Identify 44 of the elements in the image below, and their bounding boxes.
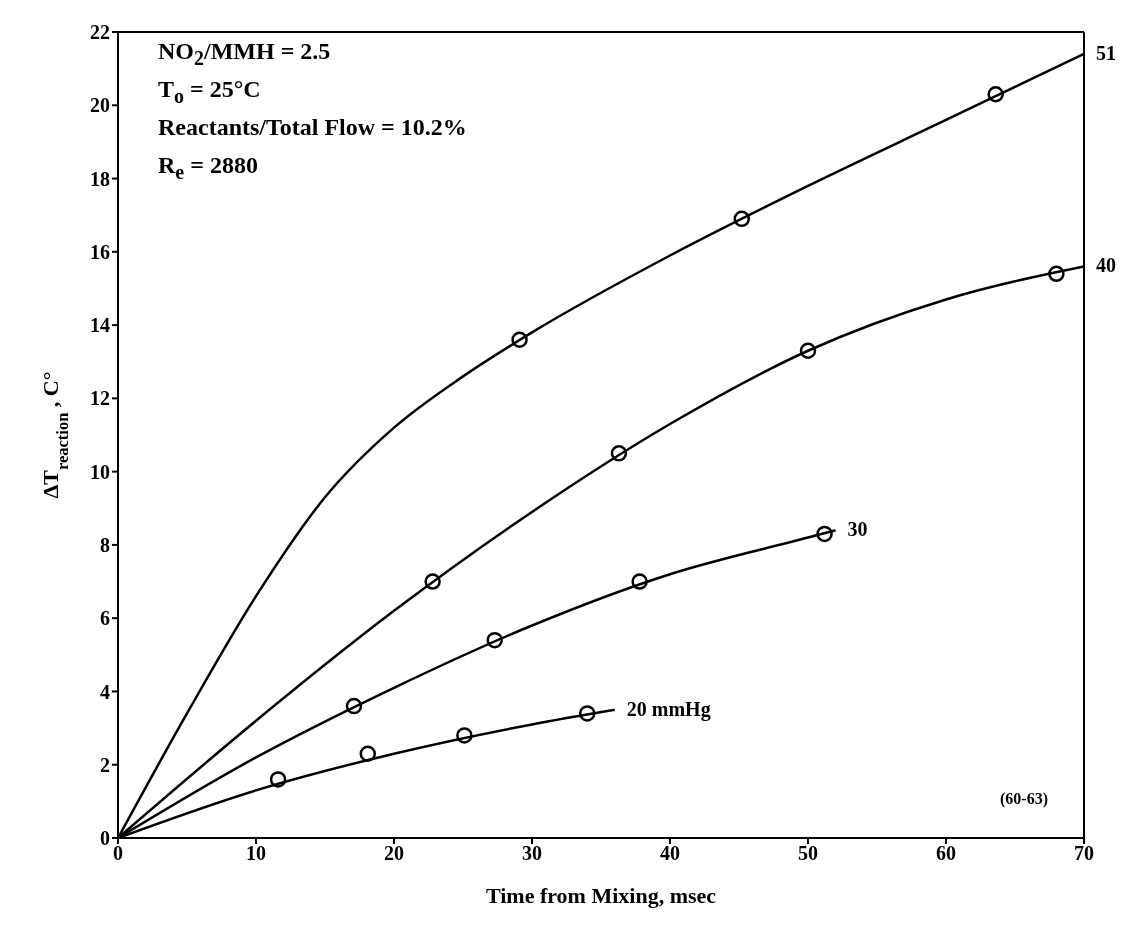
annotation: Reactants/Total Flow = 10.2%	[158, 114, 467, 141]
x-tick-label: 30	[522, 842, 542, 865]
point	[733, 210, 751, 228]
point	[511, 331, 528, 348]
point	[424, 573, 441, 590]
point	[1048, 265, 1065, 283]
annotation: R$_{e}$ = 2880	[158, 152, 258, 184]
x-tick-label: 40	[660, 842, 680, 865]
y-tick-label: 0	[100, 827, 110, 850]
y-tick-label: 8	[100, 534, 110, 557]
point	[631, 573, 648, 590]
point	[345, 697, 363, 715]
point	[987, 86, 1004, 103]
x-tick-label: 20	[384, 842, 404, 865]
point	[486, 631, 503, 649]
y-tick-label: 18	[90, 167, 110, 190]
point	[610, 445, 628, 462]
y-tick-label: 20	[90, 94, 110, 117]
y-tick-label: 14	[90, 314, 110, 337]
y-tick-label: 6	[100, 607, 110, 630]
annotation: (60-63)	[1000, 790, 1048, 808]
y-tick-label: 2	[100, 753, 110, 776]
x-tick-label: 60	[936, 842, 956, 865]
point	[359, 745, 377, 762]
series-label: 40	[1096, 254, 1116, 277]
series-label: 20 mmHg	[626, 697, 711, 721]
annotation: NO$_{2}$/MMH = 2.5	[158, 38, 331, 70]
point	[456, 727, 473, 744]
x-tick-label: 50	[798, 842, 818, 865]
y-tick-label: 16	[90, 240, 110, 263]
x-tick-label: 70	[1074, 842, 1094, 865]
point	[799, 342, 817, 359]
series-label: 30	[847, 518, 868, 541]
point	[816, 525, 833, 543]
y-tick-label: 10	[90, 460, 110, 483]
y-tick-label: 22	[90, 21, 110, 44]
x-tick-label: 10	[246, 842, 266, 865]
point	[578, 705, 596, 722]
x-axis-title: Time from Mixing, msec	[485, 883, 717, 908]
y-tick-label: 4	[100, 680, 110, 703]
annotation: T$_{o}$ = 25°C	[158, 76, 261, 108]
series-label: 51	[1096, 41, 1116, 64]
y-tick-label: 12	[90, 387, 110, 410]
point	[269, 771, 287, 788]
